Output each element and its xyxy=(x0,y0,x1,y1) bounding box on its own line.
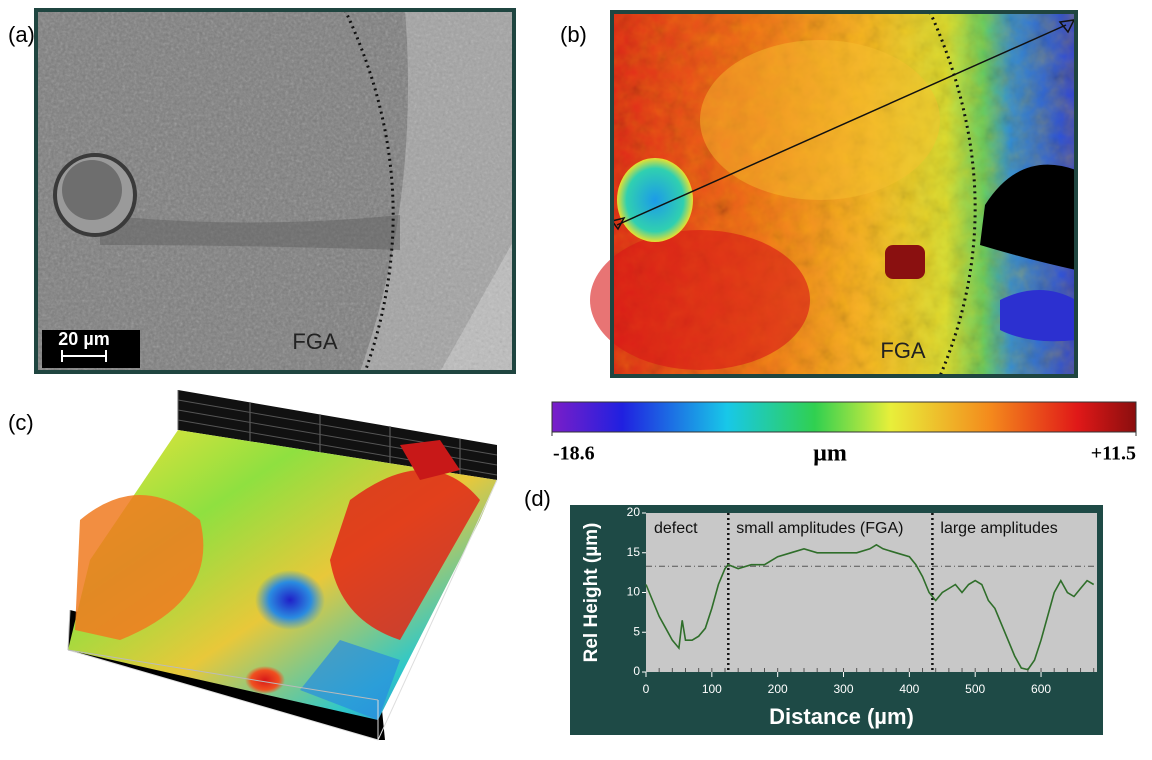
colorbar-unit: µm xyxy=(813,441,847,467)
panel-label: (b) xyxy=(560,22,587,47)
x-tick-label: 200 xyxy=(768,682,788,696)
x-tick-label: 500 xyxy=(965,682,985,696)
x-tick-label: 400 xyxy=(899,682,919,696)
colorbar-tick-label: -18.6 xyxy=(553,443,595,465)
region-annotation: small amplitudes (FGA) xyxy=(736,520,903,537)
height-map xyxy=(590,12,1076,376)
y-tick-label: 0 xyxy=(633,664,640,678)
colorbar xyxy=(552,402,1136,432)
y-tick-label: 15 xyxy=(627,545,641,559)
region-label: FGA xyxy=(880,338,926,363)
region-annotation: large amplitudes xyxy=(940,520,1057,537)
x-tick-label: 0 xyxy=(643,682,650,696)
y-tick-label: 10 xyxy=(627,585,641,599)
region-annotation: defect xyxy=(654,520,698,537)
x-tick-label: 100 xyxy=(702,682,722,696)
y-tick-label: 20 xyxy=(627,505,641,519)
figure: (a) 20 µm FGA (b) FGA (c) xyxy=(0,0,1152,760)
y-axis-label: Rel Height (µm) xyxy=(581,523,602,663)
surface-3d xyxy=(68,390,497,740)
x-tick-label: 300 xyxy=(834,682,854,696)
y-tick-label: 5 xyxy=(633,624,640,638)
region-label: FGA xyxy=(292,329,338,354)
colorbar-tick-label: +11.5 xyxy=(1091,443,1136,465)
sem-image xyxy=(36,10,514,372)
panel-label: (c) xyxy=(8,410,34,435)
scale-bar-label: 20 µm xyxy=(58,329,109,349)
panel-label: (a) xyxy=(8,22,35,47)
x-axis-label: Distance (µm) xyxy=(769,704,914,729)
x-tick-label: 600 xyxy=(1031,682,1051,696)
panel-label: (d) xyxy=(524,486,551,511)
